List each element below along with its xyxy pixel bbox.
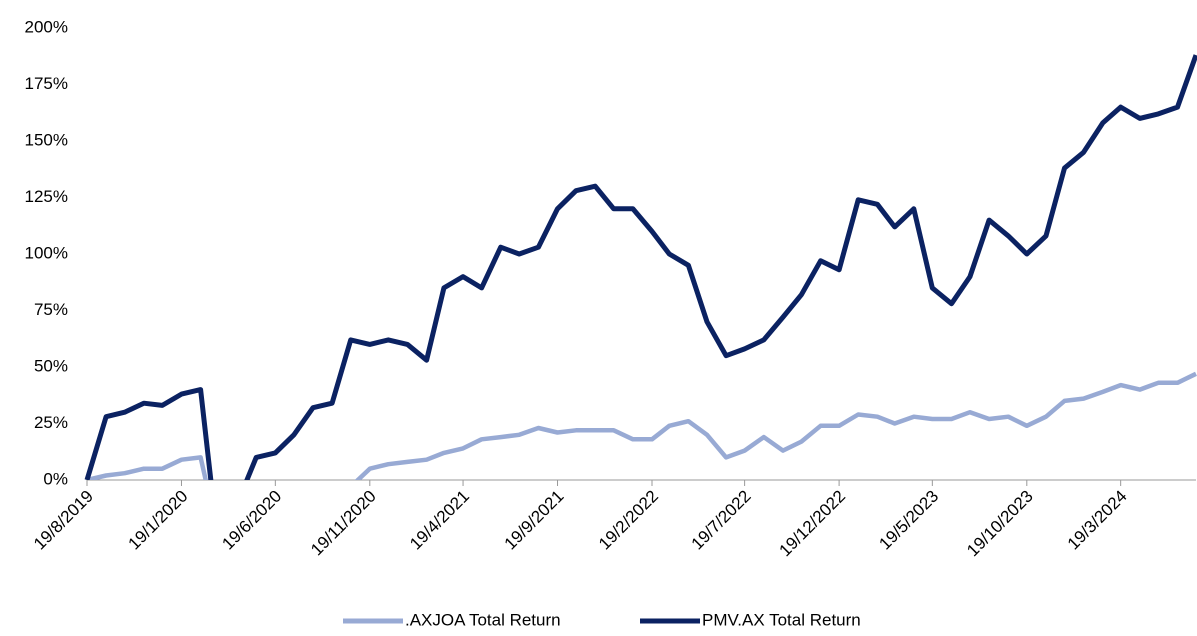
y-tick-label: 75% — [34, 300, 68, 319]
x-tick-label: 19/12/2022 — [775, 487, 849, 561]
x-tick-label: 19/5/2023 — [875, 487, 942, 554]
y-tick-label: 125% — [25, 187, 68, 206]
x-tick-label: 19/2/2022 — [595, 487, 662, 554]
series-line — [86, 371, 1197, 480]
x-tick-label: 19/8/2019 — [30, 487, 97, 554]
legend-label: PMV.AX Total Return — [702, 610, 861, 629]
legend-label: .AXJOA Total Return — [405, 610, 561, 629]
y-tick-label: 100% — [25, 243, 68, 262]
plot-area — [84, 54, 1197, 480]
x-tick-label: 19/9/2021 — [501, 487, 568, 554]
x-tick-label: 19/3/2024 — [1064, 487, 1131, 554]
y-tick-label: 175% — [25, 74, 68, 93]
x-tick-label: 19/4/2021 — [406, 487, 473, 554]
series-line — [84, 54, 1197, 480]
x-tick-label: 19/6/2020 — [218, 487, 285, 554]
y-tick-label: 200% — [25, 17, 68, 36]
y-tick-label: 0% — [43, 469, 68, 488]
y-tick-label: 50% — [34, 356, 68, 375]
y-tick-label: 25% — [34, 413, 68, 432]
y-tick-label: 150% — [25, 130, 68, 149]
x-tick-label: 19/11/2020 — [307, 487, 380, 560]
x-tick-label: 19/1/2020 — [125, 487, 192, 554]
x-tick-label: 19/10/2023 — [963, 487, 1037, 561]
x-tick-label: 19/7/2022 — [688, 487, 755, 554]
